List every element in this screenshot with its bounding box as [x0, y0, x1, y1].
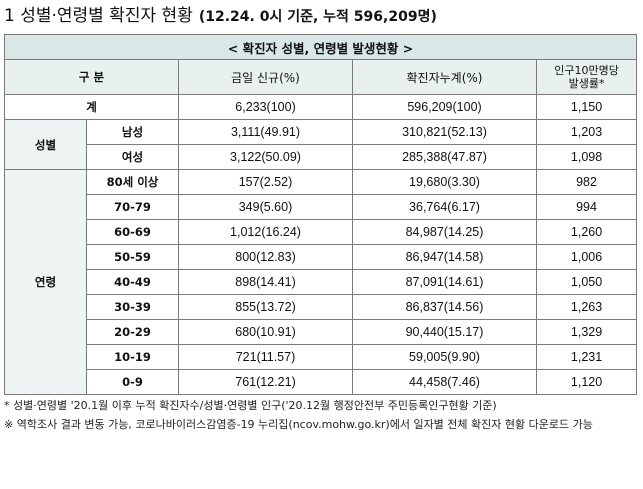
header-cumulative: 확진자누계(%): [352, 59, 537, 95]
cell-new: 6,233(100): [178, 94, 353, 120]
row-label: 여성: [86, 144, 179, 170]
table-row: 60-69 1,012(16.24) 84,987(14.25) 1,260: [5, 219, 638, 245]
title-subtitle: (12.24. 0시 기준, 누적 596,209명): [198, 9, 437, 25]
footnote-download: ※ 역학조사 결과 변동 가능, 코로나바이러스감염증-19 누리집(ncov.…: [4, 418, 593, 431]
cell-new: 855(13.72): [178, 294, 353, 320]
table-row: 여성 3,122(50.09) 285,388(47.87) 1,098: [5, 144, 638, 170]
cell-rate: 982: [535, 169, 638, 195]
table-row: 연령 80세 이상 157(2.52) 19,680(3.30) 982: [4, 169, 638, 395]
cell-cumulative: 87,091(14.61): [352, 269, 537, 295]
row-label: 10-19: [86, 344, 179, 370]
cell-rate: 1,231: [535, 344, 638, 370]
cell-cumulative: 285,388(47.87): [352, 144, 537, 170]
header-per100k-line2: 발생률*: [568, 77, 605, 90]
cell-rate: 1,150: [535, 94, 638, 120]
table-row: 50-59 800(12.83) 86,947(14.58) 1,006: [5, 244, 638, 270]
cell-rate: 1,120: [535, 369, 638, 395]
group-label-age: 연령: [4, 169, 87, 395]
cell-rate: 1,050: [535, 269, 638, 295]
footnote-source: * 성별·연령별 '20.1월 이후 누적 확진자수/성별·연령별 인구('20…: [4, 399, 497, 412]
cell-cumulative: 59,005(9.90): [352, 344, 537, 370]
group-label-gender: 성별: [4, 119, 87, 170]
table-row: 성별 남성 3,111(49.91) 310,821(52.13) 1,203: [4, 119, 638, 170]
cell-new: 898(14.41): [178, 269, 353, 295]
cell-rate: 1,006: [535, 244, 638, 270]
cell-rate: 994: [535, 194, 638, 220]
row-label: 계: [4, 94, 179, 120]
cell-rate: 1,203: [535, 119, 638, 145]
row-label: 60-69: [86, 219, 179, 245]
cell-new: 3,111(49.91): [178, 119, 353, 145]
table-row: 0-9 761(12.21) 44,458(7.46) 1,120: [5, 369, 638, 395]
header-per100k: 인구10만명당 발생률*: [535, 59, 638, 95]
cell-cumulative: 36,764(6.17): [352, 194, 537, 220]
cell-new: 1,012(16.24): [178, 219, 353, 245]
cell-new: 800(12.83): [178, 244, 353, 270]
cell-rate: 1,263: [535, 294, 638, 320]
row-label: 남성: [86, 119, 179, 145]
cell-rate: 1,260: [535, 219, 638, 245]
title-text: 1 성별·연령별 확진자 현황: [4, 6, 193, 26]
cell-new: 157(2.52): [178, 169, 353, 195]
cell-rate: 1,098: [535, 144, 638, 170]
table-row-total: 계 6,233(100) 596,209(100) 1,150: [4, 94, 638, 120]
row-label: 30-39: [86, 294, 179, 320]
header-category: 구 분: [4, 59, 179, 95]
row-label: 40-49: [86, 269, 179, 295]
cell-new: 680(10.91): [178, 319, 353, 345]
cell-cumulative: 86,947(14.58): [352, 244, 537, 270]
table-row: 40-49 898(14.41) 87,091(14.61) 1,050: [5, 269, 638, 295]
row-label: 50-59: [86, 244, 179, 270]
cell-cumulative: 310,821(52.13): [352, 119, 537, 145]
table-row: 30-39 855(13.72) 86,837(14.56) 1,263: [5, 294, 638, 320]
row-label: 20-29: [86, 319, 179, 345]
cell-cumulative: 596,209(100): [352, 94, 537, 120]
page-title: 1 성별·연령별 확진자 현황 (12.24. 0시 기준, 누적 596,209…: [4, 3, 437, 29]
confirmed-cases-table: < 확진자 성별, 연령별 발생현황 > 구 분 금일 신규(%) 확진자누계(…: [3, 34, 638, 395]
table-row: 70-79 349(5.60) 36,764(6.17) 994: [5, 194, 638, 220]
header-new: 금일 신규(%): [178, 59, 353, 95]
cell-new: 721(11.57): [178, 344, 353, 370]
row-label: 70-79: [86, 194, 179, 220]
cell-cumulative: 90,440(15.17): [352, 319, 537, 345]
cell-cumulative: 84,987(14.25): [352, 219, 537, 245]
cell-cumulative: 19,680(3.30): [352, 169, 537, 195]
table-row: 20-29 680(10.91) 90,440(15.17) 1,329: [5, 319, 638, 345]
header-per100k-line1: 인구10만명당: [554, 64, 619, 77]
table-row: 10-19 721(11.57) 59,005(9.90) 1,231: [5, 344, 638, 370]
footnotes: * 성별·연령별 '20.1월 이후 누적 확진자수/성별·연령별 인구('20…: [4, 396, 636, 434]
cell-new: 761(12.21): [178, 369, 353, 395]
row-label: 80세 이상: [86, 169, 179, 195]
cell-cumulative: 86,837(14.56): [352, 294, 537, 320]
cell-new: 349(5.60): [178, 194, 353, 220]
cell-cumulative: 44,458(7.46): [352, 369, 537, 395]
row-label: 0-9: [86, 369, 179, 395]
table-banner: < 확진자 성별, 연령별 발생현황 >: [3, 34, 638, 60]
cell-new: 3,122(50.09): [178, 144, 353, 170]
cell-rate: 1,329: [535, 319, 638, 345]
